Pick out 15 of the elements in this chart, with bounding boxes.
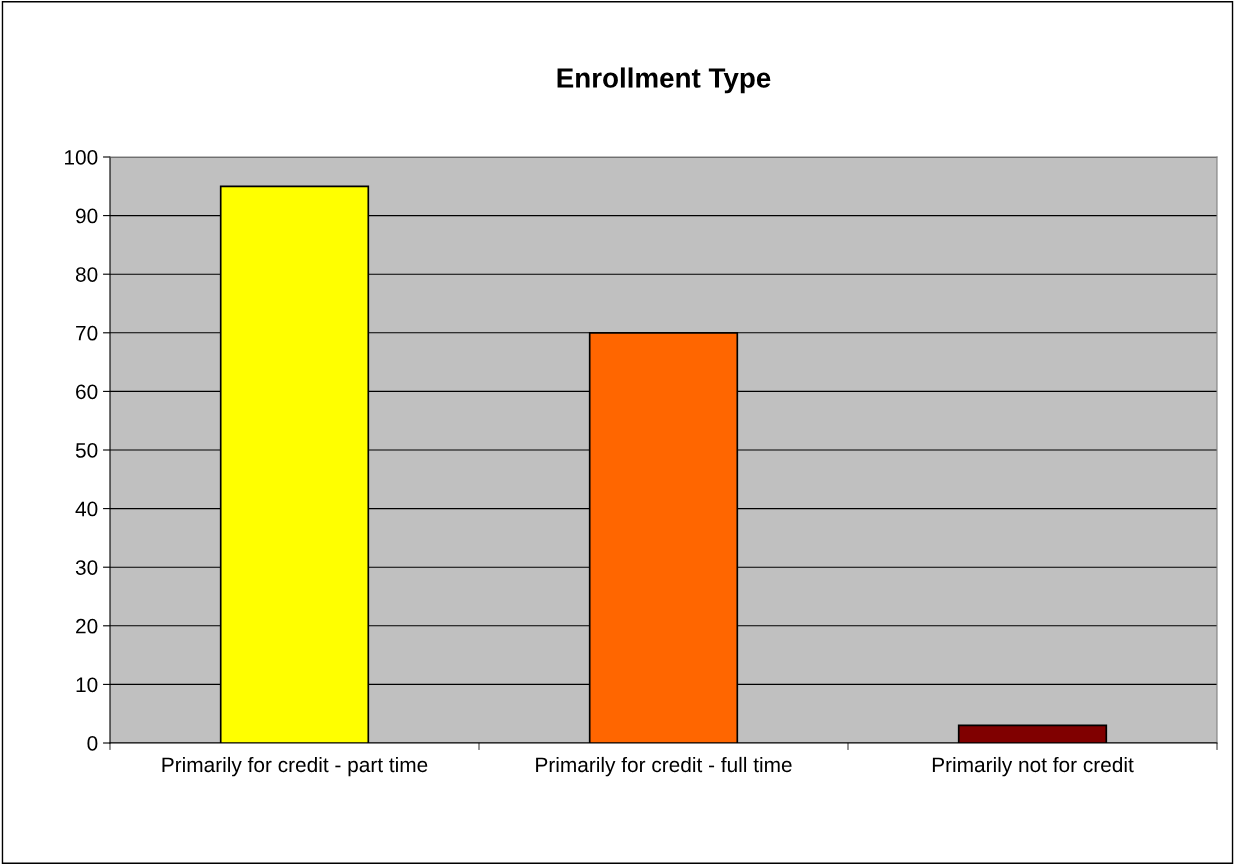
x-tick-label: Primarily for credit - full time xyxy=(536,756,792,777)
y-tick-label: 100 xyxy=(65,150,98,165)
y-tick-label: 10 xyxy=(76,677,98,693)
y-tick-label: 80 xyxy=(75,267,98,282)
x-tick-label: Primarily for credit - part time xyxy=(162,756,428,777)
y-tick-label: 0 xyxy=(87,736,98,751)
x-tick-label: Primarily not for credit xyxy=(932,756,1134,777)
chart-title: Enrollment Type xyxy=(557,67,771,94)
y-tick-label: 50 xyxy=(75,443,98,458)
y-tick-label: 20 xyxy=(76,618,98,634)
y-tick-label: 60 xyxy=(76,384,98,400)
y-tick-label: 40 xyxy=(75,501,98,517)
y-tick-label: 90 xyxy=(76,208,98,224)
y-tick-label: 70 xyxy=(76,325,98,341)
y-tick-label: 30 xyxy=(75,560,98,575)
